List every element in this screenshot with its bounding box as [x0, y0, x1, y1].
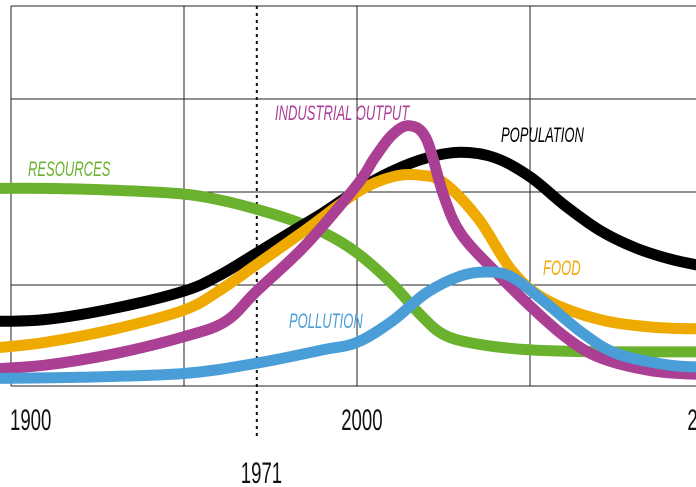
x-tick-label-2100: 2100 [687, 404, 696, 438]
series-label-pollution: POLLUTION [289, 309, 363, 333]
marker-label: 1971 [241, 457, 282, 487]
series-line-pollution [0, 266, 696, 384]
series-label-resources: RESOURCES [28, 157, 111, 181]
series-labels: RESOURCES INDUSTRIAL OUTPUT POPULATION FOOD… [28, 101, 584, 333]
series-label-industrial-output: INDUSTRIAL OUTPUT [275, 101, 410, 125]
x-axis-ticks: 1900 2000 2100 1971 [10, 404, 696, 487]
series-line-industrial-output [0, 120, 696, 380]
x-tick-label-1900: 1900 [10, 404, 51, 438]
series-label-food: FOOD [543, 256, 581, 280]
series-line-food [0, 168, 696, 353]
series-label-population: POPULATION [501, 123, 584, 147]
series-line-resources [0, 182, 696, 358]
series-lines [0, 120, 696, 384]
x-tick-label-2000: 2000 [341, 404, 382, 438]
